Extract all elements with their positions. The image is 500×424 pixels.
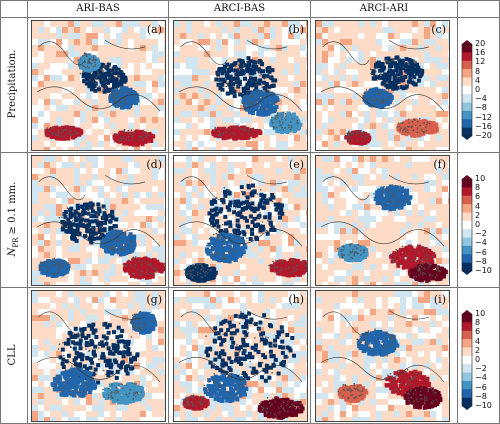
map-texture [174,21,307,150]
colorbar-tick-label: 8 [475,318,481,328]
panel-letter-f: (f) [433,158,446,171]
header-divider [0,17,500,18]
row-divider-2 [0,287,500,288]
map-texture [174,291,307,421]
map-panel-d: (d) [31,155,166,286]
colorbar-tick-label: −8 [475,103,487,113]
colorbar-tick-label: −4 [475,238,487,248]
colorbar-tick-label: 8 [475,183,481,193]
colorbar-tick-label: −2 [475,229,487,239]
map-texture [32,291,165,421]
colorbar-tick-label: −4 [475,94,487,104]
frame-top [0,0,500,1]
panel-letter-c: (c) [431,23,446,36]
map-panel-i: (i) [315,290,450,422]
map-panel-c: (c) [315,20,450,151]
column-header-arci-bas: ARCI-BAS [213,3,266,14]
column-header-ari-bas: ARI-BAS [76,3,120,14]
colorbar-tick-label: 12 [475,57,486,67]
colorbar-tick-label: 8 [475,66,481,76]
colorbar-gradient [461,40,473,140]
panel-letter-i: (i) [433,293,446,306]
colorbar-tick-label: −20 [475,131,492,140]
map-panel-f: (f) [315,155,450,286]
frame-left [0,0,1,424]
panel-letter-g: (g) [146,293,162,306]
colorbar-npr: 10 8 6 4 2 0 −2 −4 −6 −8 −10 [460,174,498,275]
col-divider-1 [168,0,169,424]
row-divider-1 [0,152,500,153]
colorbar-precipitation: 20 16 12 8 4 0 −4 −8 −12 −16 −20 [460,39,498,140]
colorbar-tick-label: 4 [475,75,481,85]
map-texture [316,291,449,421]
panel-letter-a: (a) [146,23,162,36]
colorbar-tick-label: 6 [475,192,481,202]
map-texture [32,156,165,285]
row-label-precipitation: Precipitation. [7,49,18,119]
colorbar-cll: 10 8 6 4 2 0 −2 −4 −6 −8 −10 [460,309,498,410]
colorbar-tick-label: 2 [475,345,481,355]
colorbar-tick-label: −8 [475,391,487,401]
panel-letter-b: (b) [288,23,304,36]
map-panel-h: (h) [173,290,308,422]
panel-letter-e: (e) [288,158,304,171]
panel-letter-h: (h) [288,293,304,306]
map-panel-g: (g) [31,290,166,422]
label-col-divider [27,0,28,424]
col-divider-3 [457,0,458,424]
npr-symbol: N [7,247,18,257]
map-texture [316,21,449,150]
map-texture [316,156,449,285]
colorbar-tick-label: −12 [475,112,492,122]
colorbar-tick-label: 0 [475,220,481,229]
colorbar-tick-label: 0 [475,355,481,364]
colorbar-tick-label: −6 [475,247,487,257]
colorbar-tick-label: −4 [475,373,487,383]
colorbar-tick-label: 10 [475,174,486,183]
panel-letter-d: (d) [146,158,162,171]
colorbar-gradient [461,175,473,275]
colorbar-gradient [461,310,473,410]
colorbar-tick-label: 16 [475,48,486,58]
colorbar-tick-label: −10 [475,266,492,275]
colorbar-tick-label: 0 [475,85,481,94]
map-panel-e: (e) [173,155,308,286]
colorbar-tick-label: −10 [475,401,492,410]
colorbar-tick-label: 6 [475,327,481,337]
npr-subscript: PR [12,237,20,248]
map-panel-b: (b) [173,20,308,151]
col-divider-2 [310,0,311,424]
colorbar-tick-label: −16 [475,121,492,131]
colorbar-tick-label: 20 [475,39,486,48]
row-label-cll: CLL [7,344,18,366]
map-texture [174,156,307,285]
colorbar-tick-label: 4 [475,201,481,211]
colorbar-tick-label: 2 [475,210,481,220]
colorbar-tick-label: −2 [475,364,487,374]
row-label-npr: NPR ≥ 0.1 mm. [7,169,20,269]
colorbar-tick-label: 4 [475,336,481,346]
map-texture [32,21,165,150]
npr-threshold: ≥ 0.1 mm. [7,181,18,238]
column-header-arci-ari: ARCI-ARI [359,3,409,14]
colorbar-tick-label: −6 [475,382,487,392]
colorbar-tick-label: −8 [475,256,487,266]
colorbar-tick-label: 10 [475,309,486,318]
map-panel-a: (a) [31,20,166,151]
